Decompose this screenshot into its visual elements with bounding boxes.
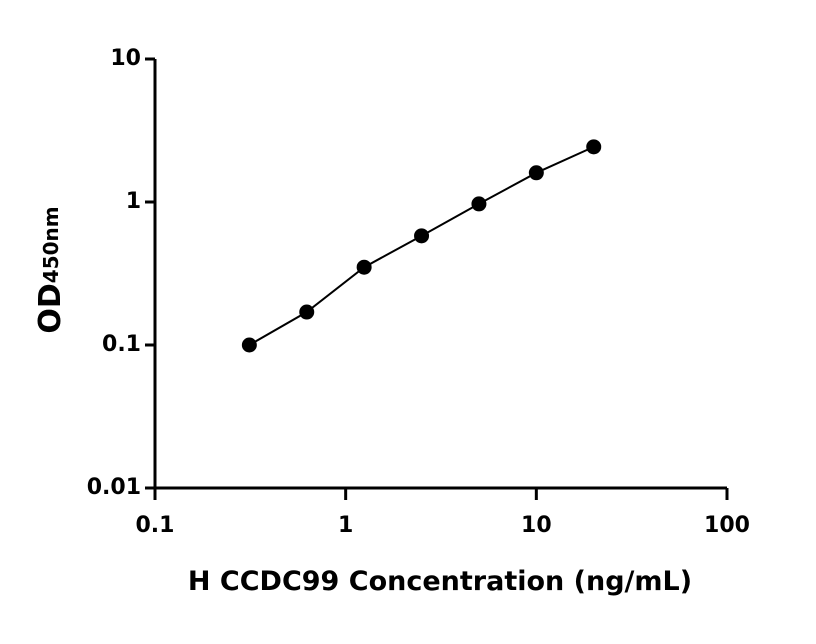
x-tick-label: 0.1: [136, 513, 175, 538]
y-axis-label-sub: 450nm: [39, 206, 63, 283]
x-tick-label: 10: [521, 513, 552, 538]
x-tick-label: 100: [704, 513, 750, 538]
y-tick-label: 0.1: [102, 332, 141, 357]
y-tick-label: 0.01: [87, 475, 141, 500]
x-axis-label: H CCDC99 Concentration (ng/mL): [188, 566, 692, 597]
data-point: [586, 139, 602, 155]
data-point: [356, 259, 372, 275]
y-tick-label: 1: [126, 189, 141, 214]
data-point: [241, 337, 257, 353]
x-tick-label: 1: [338, 513, 353, 538]
data-point: [414, 228, 430, 244]
data-point: [528, 165, 544, 181]
data-point: [471, 196, 487, 212]
data-point: [299, 304, 315, 320]
y-tick-label: 10: [110, 46, 141, 71]
y-axis-label-main: OD: [33, 283, 68, 333]
y-axis-label: OD450nm: [33, 206, 68, 333]
